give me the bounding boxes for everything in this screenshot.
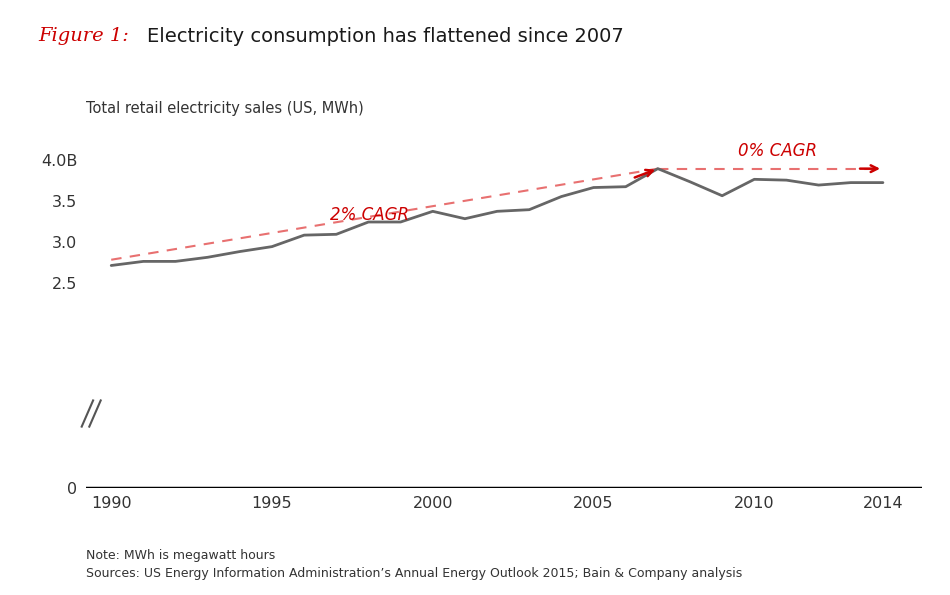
Text: Note: MWh is megawatt hours
Sources: US Energy Information Administration’s Annu: Note: MWh is megawatt hours Sources: US …: [86, 549, 742, 580]
Text: 0% CAGR: 0% CAGR: [738, 142, 817, 160]
Text: Figure 1:: Figure 1:: [38, 27, 129, 45]
Text: Electricity consumption has flattened since 2007: Electricity consumption has flattened si…: [147, 27, 624, 46]
Text: 2% CAGR: 2% CAGR: [330, 205, 408, 224]
Text: Total retail electricity sales (US, MWh): Total retail electricity sales (US, MWh): [86, 101, 363, 116]
